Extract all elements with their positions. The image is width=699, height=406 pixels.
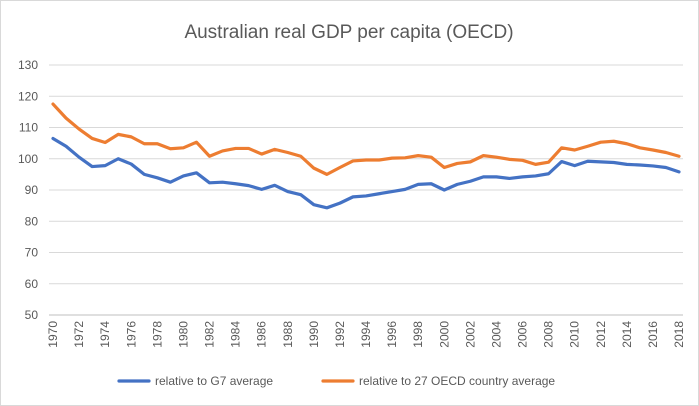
x-tick-label: 1978 — [150, 321, 164, 348]
x-tick-label: 1994 — [359, 321, 373, 348]
y-tick-label: 110 — [19, 121, 38, 135]
y-tick-label: 80 — [25, 214, 39, 228]
x-axis-ticks: 1970 1972 1974 1976 1978 1980 1982 1984 1986 1988… — [46, 321, 686, 348]
x-tick-label: 1992 — [333, 321, 347, 348]
series-line-1 — [51, 136, 681, 210]
y-tick-label: 60 — [25, 277, 39, 291]
x-tick-label: 2000 — [437, 321, 451, 348]
y-tick-label: 70 — [25, 246, 39, 260]
x-tick-label: 2008 — [542, 321, 556, 348]
chart-title: Australian real GDP per capita (OECD) — [184, 22, 513, 43]
y-tick-label: 50 — [25, 308, 39, 322]
legend-label: relative to 27 OECD country average — [359, 374, 555, 388]
x-tick-label: 1998 — [411, 321, 425, 348]
x-tick-label: 2016 — [646, 321, 660, 348]
x-tick-label: 2014 — [620, 321, 634, 348]
x-tick-label: 2004 — [489, 321, 503, 348]
x-tick-label: 1990 — [307, 321, 321, 348]
x-tick-label: 2012 — [594, 321, 608, 348]
legend-label: relative to G7 average — [155, 374, 273, 388]
x-tick-label: 2002 — [463, 321, 477, 348]
y-axis-ticks: 50 60 70 80 90 100 110 120 130 — [18, 58, 38, 322]
y-tick-label: 120 — [18, 89, 38, 103]
x-tick-label: 1996 — [385, 321, 399, 348]
x-tick-label: 2006 — [516, 321, 530, 348]
series-line-2 — [51, 102, 681, 176]
x-tick-label: 1988 — [281, 321, 295, 348]
x-tick-label: 1980 — [176, 321, 190, 348]
x-tick-label: 1986 — [255, 321, 269, 348]
x-tick-label: 2018 — [672, 321, 686, 348]
x-tick-label: 1976 — [124, 321, 138, 348]
x-tick-label: 1970 — [46, 321, 60, 348]
x-tick-label: 2010 — [568, 321, 582, 348]
x-tick-label: 1984 — [229, 321, 243, 348]
y-tick-label: 100 — [18, 152, 38, 166]
legend: relative to G7 average relative to 27 OEC… — [117, 374, 555, 388]
x-tick-label: 1972 — [72, 321, 86, 348]
y-tick-label: 130 — [18, 58, 38, 72]
x-tick-label: 1974 — [98, 321, 112, 348]
series-lines — [51, 102, 681, 210]
x-tick-label: 1982 — [203, 321, 217, 348]
y-tick-label: 90 — [25, 183, 39, 197]
